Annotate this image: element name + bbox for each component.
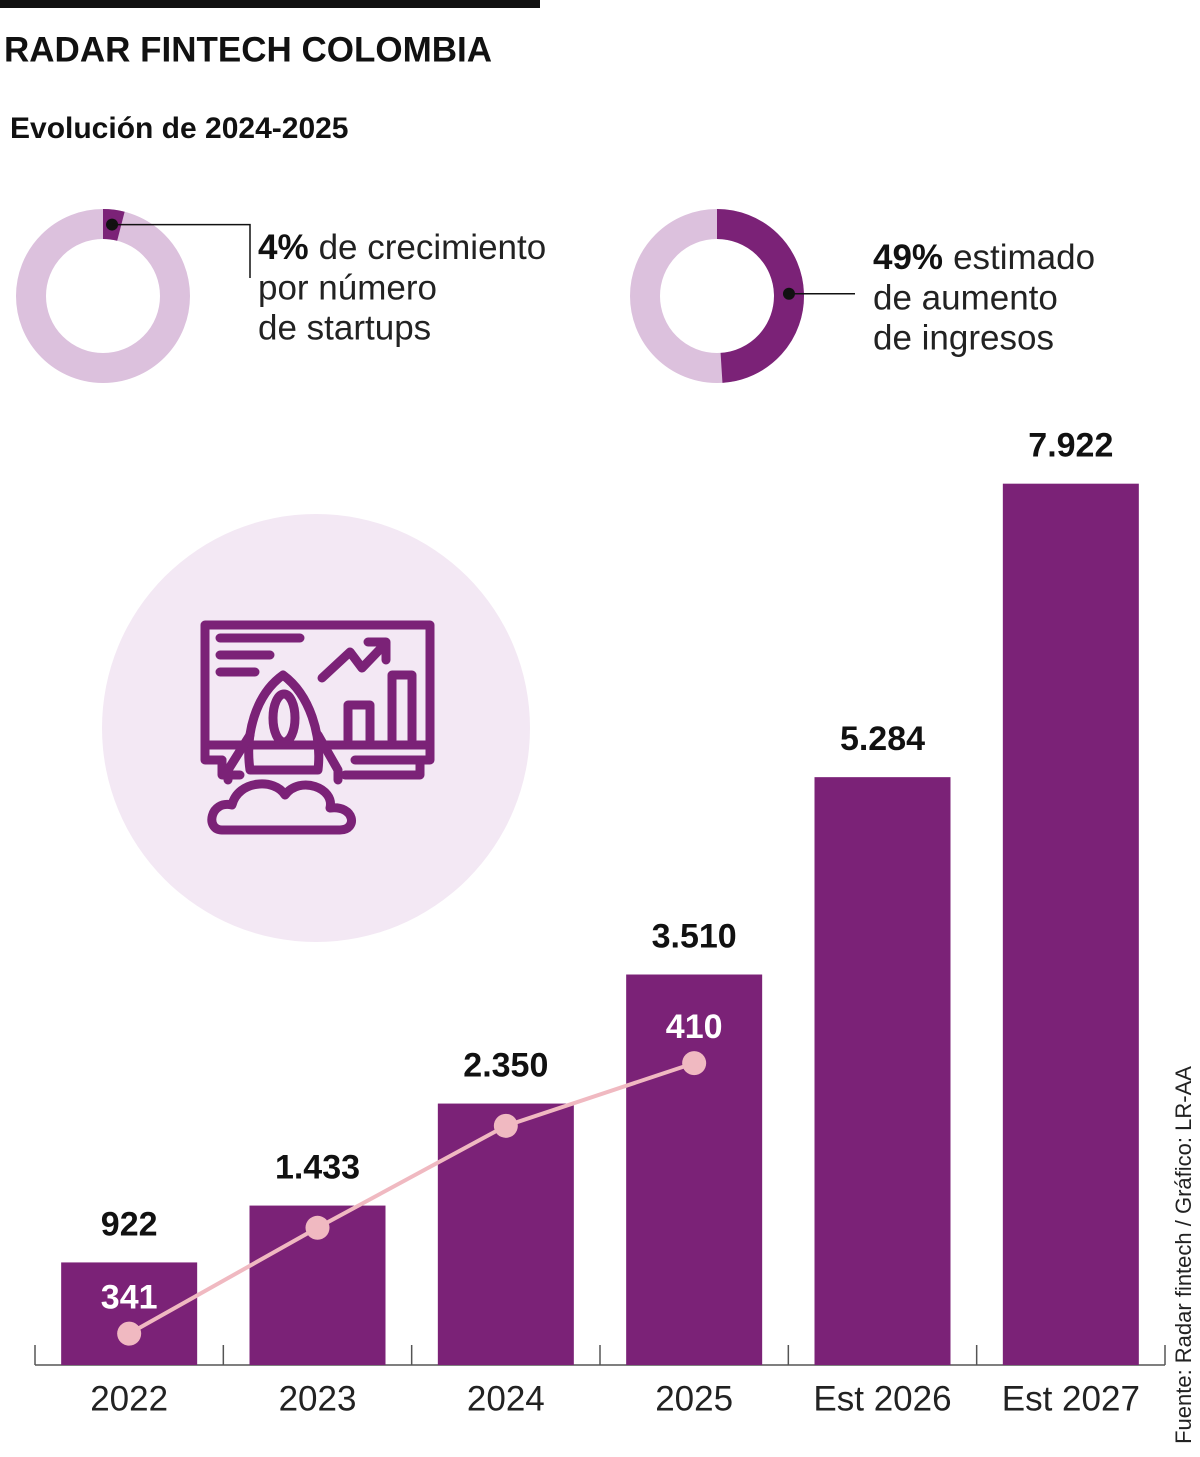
line-point: [117, 1321, 142, 1346]
x-tick-label: Est 2026: [813, 1379, 951, 1418]
donut-segment: [716, 209, 804, 383]
bar-value-label: 1.433: [275, 1149, 360, 1187]
donut-value-label: 49%: [873, 238, 943, 277]
caption-line: estimado: [953, 238, 1095, 277]
bar: [814, 777, 951, 1365]
x-tick-label: 2023: [279, 1379, 357, 1418]
bar: [626, 974, 763, 1365]
top-rule: [0, 0, 540, 8]
caption-line: de aumento: [873, 278, 1058, 317]
line-point: [493, 1113, 518, 1138]
x-tick-label: Est 2027: [1002, 1379, 1140, 1418]
caption-line: de ingresos: [873, 318, 1054, 357]
line: [128, 1061, 695, 1336]
x-tick-label: 2025: [655, 1379, 733, 1418]
bar-value-label: 922: [101, 1205, 158, 1243]
line-point: [305, 1215, 330, 1240]
source: Fuente: Radar fintech / Gráfico: LR-AA: [1171, 1066, 1196, 1444]
caption-line: de crecimiento: [319, 228, 547, 267]
bar-value-label: 2.350: [463, 1047, 548, 1085]
donut-value-label: 4%: [258, 228, 309, 267]
line-point: [682, 1051, 707, 1076]
rocket-icon: [200, 620, 435, 835]
x-tick-label: 2024: [467, 1379, 545, 1418]
caption-line: por número: [258, 268, 437, 307]
donut-caption: 4% de crecimiento: [258, 228, 546, 267]
bar-value-label: 7.922: [1028, 427, 1113, 465]
line-value-label: 341: [101, 1279, 158, 1317]
x-tick-label: 2022: [90, 1379, 168, 1418]
caption-line: de startups: [258, 308, 431, 347]
bar-value-label: 5.284: [840, 720, 925, 758]
title: RADAR FINTECH COLOMBIA: [4, 30, 492, 69]
line-value-label: 368: [289, 1173, 346, 1211]
bar: [437, 1103, 574, 1365]
donut-caption: 49% estimado: [873, 238, 1095, 277]
donut-track: [16, 209, 190, 383]
line-value-label: 410: [666, 1008, 723, 1046]
bar: [1002, 483, 1139, 1365]
line-value-label: 394: [477, 1071, 534, 1109]
leader-line: [112, 223, 251, 278]
bar-value-label: 3.510: [652, 917, 737, 955]
bar: [61, 1262, 198, 1365]
subtitle: Evolución de 2024-2025: [10, 112, 349, 145]
